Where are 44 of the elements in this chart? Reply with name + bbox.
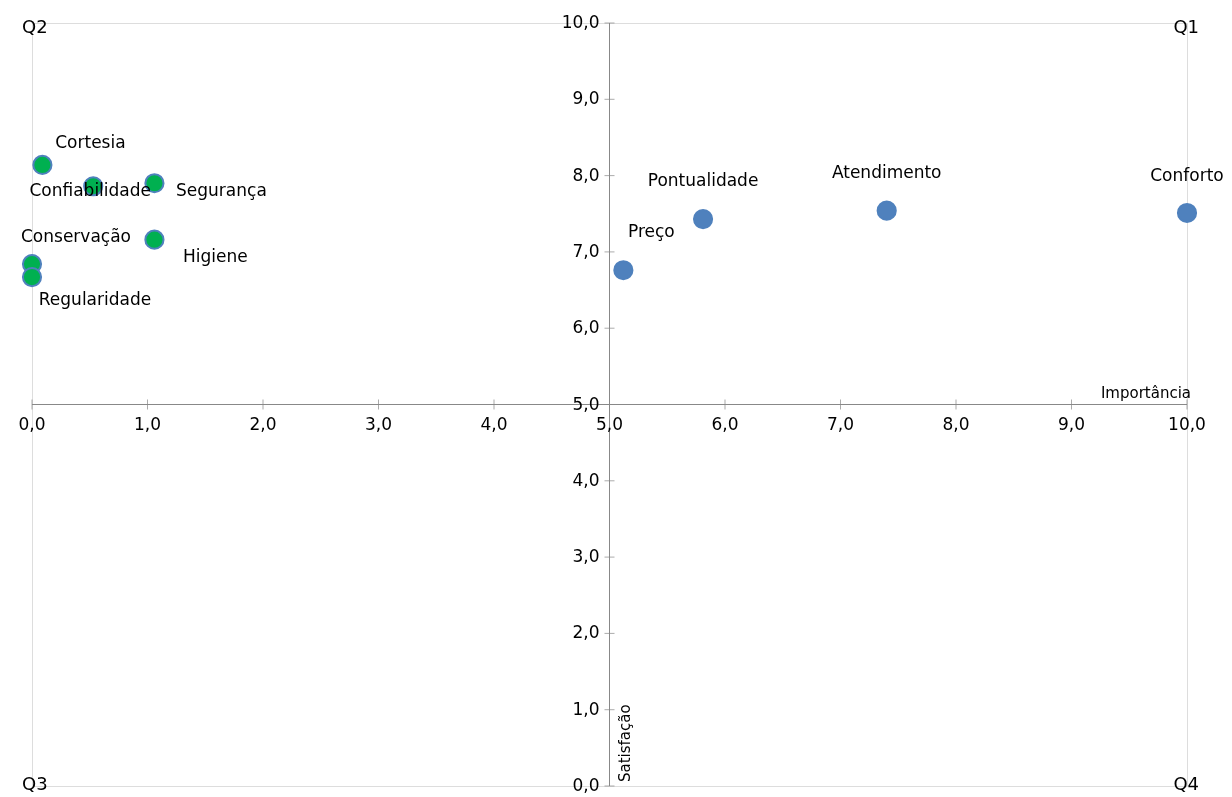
annotation: Cortesia	[55, 131, 126, 152]
y-tick-label: 5,0	[572, 393, 600, 414]
annotation: Conforto	[1150, 164, 1224, 185]
x-tick-label: 4,0	[480, 413, 508, 434]
point	[876, 200, 897, 221]
annotation: Q1	[1173, 16, 1199, 37]
y-tick-label: 1,0	[572, 698, 600, 719]
y-tick-label: 10,0	[561, 12, 600, 32]
annotation: Q4	[1173, 773, 1199, 794]
annotation: Q3	[22, 773, 48, 794]
point	[144, 229, 165, 250]
annotation: Higiene	[183, 245, 248, 266]
y-tick-label: 6,0	[572, 317, 600, 338]
y-axis-title: Satisfação	[615, 704, 634, 782]
point	[613, 260, 634, 281]
x-tick-label: 5,0	[595, 413, 624, 434]
x-tick-label: 1,0	[133, 413, 162, 434]
point	[21, 267, 43, 288]
y-tick-label: 2,0	[572, 622, 600, 643]
point	[1176, 202, 1198, 224]
y-tick-label: 4,0	[572, 469, 600, 490]
x-axis-title: Importância	[1100, 383, 1191, 402]
x-tick-label: 9,0	[1057, 413, 1086, 434]
y-tick-label: 3,0	[572, 546, 600, 567]
point	[32, 154, 53, 175]
x-tick-label: 2,0	[249, 413, 277, 434]
y-tick-label: 7,0	[572, 240, 600, 261]
y-tick-label: 9,0	[572, 88, 600, 109]
annotation: Atendimento	[831, 161, 942, 182]
x-tick-label: 0,0	[18, 413, 46, 434]
annotation: Preço	[627, 221, 675, 242]
x-tick-label: 8,0	[942, 413, 970, 434]
point	[692, 209, 714, 230]
annotation: Pontualidade	[647, 170, 759, 191]
annotation: Q2	[22, 16, 48, 37]
y-tick-label: 0,0	[572, 775, 600, 795]
x-tick-label: 10,0	[1168, 413, 1206, 434]
x-tick-label: 6,0	[711, 413, 739, 434]
x-tick-label: 7,0	[826, 413, 855, 434]
annotation: Conservação	[21, 226, 131, 247]
x-tick-label: 3,0	[364, 413, 393, 434]
annotation: Regularidade	[38, 289, 152, 310]
y-tick-label: 8,0	[572, 164, 600, 185]
annotation: Segurança	[176, 180, 267, 201]
